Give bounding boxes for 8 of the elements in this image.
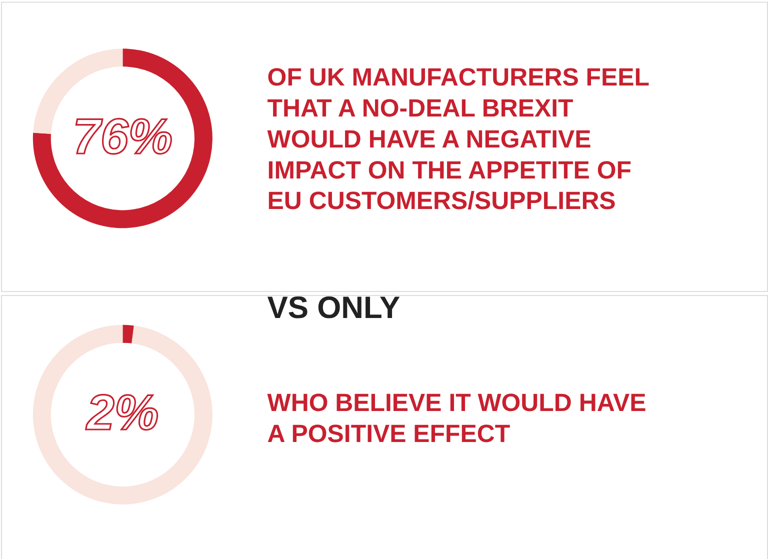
data-label: 76%: [72, 108, 173, 164]
donut-slice: [122, 324, 134, 344]
donut-slice: [32, 324, 212, 504]
text: WHO BELIEVE IT WOULD HAVE A POSITIVE EFFECT: [267, 389, 646, 448]
text: OF UK MANUFACTURERS FEEL THAT A NO-DEAL BREXIT WOULD HAVE A NEGATIVE IMPACT ON THE APPETITE OF EU CUSTOMERS/SUPPLIERS: [267, 64, 650, 216]
text: VS ONLY: [267, 290, 401, 325]
donut-slice: [33, 48, 212, 228]
data-label: 2%: [86, 384, 159, 441]
